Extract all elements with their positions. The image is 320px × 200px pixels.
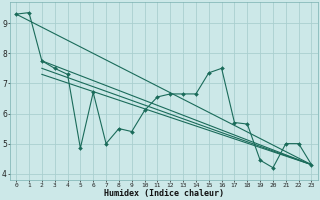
X-axis label: Humidex (Indice chaleur): Humidex (Indice chaleur) xyxy=(104,189,224,198)
